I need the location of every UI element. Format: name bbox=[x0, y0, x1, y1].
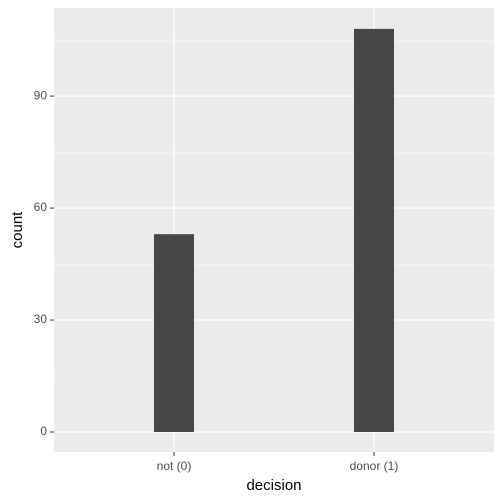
y-tick-label: 60 bbox=[34, 200, 48, 214]
bar bbox=[354, 28, 394, 432]
x-axis-title: decision bbox=[246, 477, 301, 494]
y-tick-label: 0 bbox=[40, 424, 47, 438]
panel bbox=[54, 8, 494, 452]
y-tick-label: 90 bbox=[34, 88, 48, 102]
y-axis-title: count bbox=[9, 211, 26, 249]
x-tick-label: donor (1) bbox=[350, 459, 399, 473]
bar bbox=[154, 234, 194, 432]
x-tick-label: not (0) bbox=[157, 459, 192, 473]
y-tick-label: 30 bbox=[34, 312, 48, 326]
